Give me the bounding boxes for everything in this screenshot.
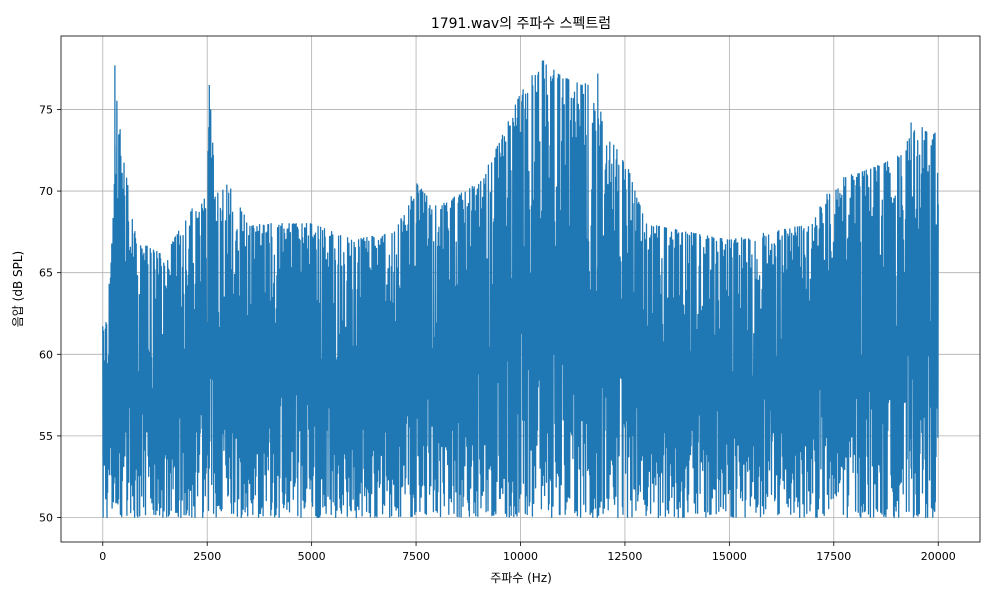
x-tick-label: 7500 [402, 550, 430, 563]
x-tick-label: 10000 [503, 550, 538, 563]
x-tick-label: 17500 [816, 550, 851, 563]
y-tick-label: 70 [39, 185, 53, 198]
y-tick-label: 65 [39, 267, 53, 280]
x-tick-label: 12500 [607, 550, 642, 563]
x-axis-label: 주파수 (Hz) [490, 571, 552, 585]
x-tick-label: 0 [99, 550, 106, 563]
x-tick-label: 15000 [712, 550, 747, 563]
y-tick-label: 50 [39, 512, 53, 525]
x-axis: 0 2500 5000 7500 10000 12500 15000 17500 20000 [99, 542, 956, 563]
chart-title: 1791.wav의 주파수 스펙트럼 [431, 16, 611, 32]
y-tick-label: 75 [39, 103, 53, 116]
x-tick-label: 20000 [921, 550, 956, 563]
x-tick-label: 2500 [193, 550, 221, 563]
y-tick-label: 60 [39, 348, 53, 361]
spectrum-line [102, 60, 939, 519]
y-axis-label: 음압 (dB SPL) [11, 251, 25, 327]
x-tick-label: 5000 [298, 550, 326, 563]
plot-area [102, 60, 939, 519]
y-tick-label: 55 [39, 430, 53, 443]
y-axis: 50 55 60 65 70 75 [39, 103, 61, 525]
